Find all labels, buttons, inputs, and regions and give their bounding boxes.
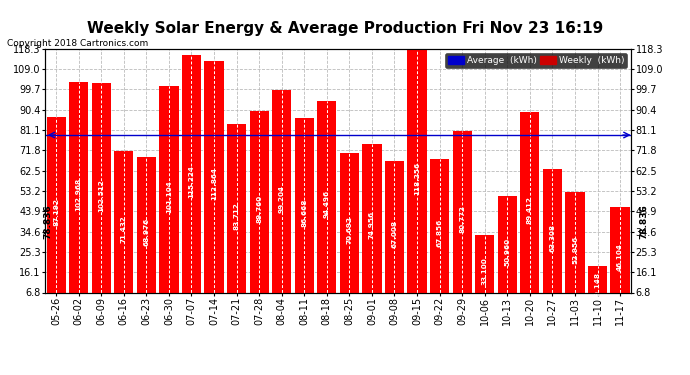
- Text: 102.512: 102.512: [98, 179, 104, 212]
- Text: 63.308: 63.308: [549, 224, 555, 252]
- Bar: [497, 196, 517, 308]
- Text: 67.008: 67.008: [391, 220, 397, 248]
- Text: 99.204: 99.204: [279, 185, 285, 213]
- Text: Copyright 2018 Cartronics.com: Copyright 2018 Cartronics.com: [7, 39, 148, 48]
- Text: Weekly Solar Energy & Average Production Fri Nov 23 16:19: Weekly Solar Energy & Average Production…: [87, 21, 603, 36]
- Bar: [453, 131, 472, 308]
- Text: 52.956: 52.956: [572, 236, 578, 264]
- Bar: [475, 235, 494, 308]
- Text: 46.104: 46.104: [617, 243, 623, 271]
- Text: 74.956: 74.956: [369, 211, 375, 240]
- Bar: [115, 151, 133, 308]
- Text: 87.192: 87.192: [53, 198, 59, 226]
- Bar: [227, 124, 246, 308]
- Bar: [385, 161, 404, 308]
- Text: 112.864: 112.864: [211, 168, 217, 201]
- Bar: [339, 153, 359, 308]
- Bar: [204, 61, 224, 308]
- Bar: [92, 83, 111, 308]
- Bar: [430, 159, 449, 308]
- Bar: [317, 101, 337, 308]
- Text: 118.256: 118.256: [414, 162, 420, 195]
- Bar: [182, 56, 201, 308]
- Text: 89.760: 89.760: [256, 195, 262, 223]
- Bar: [362, 144, 382, 308]
- Text: 70.692: 70.692: [346, 216, 353, 244]
- Text: 102.968: 102.968: [76, 178, 81, 212]
- Text: 68.976: 68.976: [144, 218, 149, 246]
- Text: 115.224: 115.224: [188, 165, 195, 198]
- Bar: [295, 118, 314, 308]
- Bar: [137, 157, 156, 308]
- Text: 89.412: 89.412: [527, 196, 533, 223]
- Text: 78.836: 78.836: [639, 204, 649, 238]
- Bar: [408, 49, 426, 308]
- Text: 80.772: 80.772: [459, 205, 465, 233]
- Bar: [543, 169, 562, 308]
- Text: 67.856: 67.856: [437, 219, 442, 248]
- Text: 78.836: 78.836: [43, 204, 52, 238]
- Bar: [588, 266, 607, 308]
- Bar: [520, 112, 540, 308]
- Text: 19.148: 19.148: [595, 272, 600, 300]
- Text: 50.960: 50.960: [504, 238, 511, 266]
- Bar: [46, 117, 66, 308]
- Bar: [565, 192, 584, 308]
- Bar: [69, 82, 88, 308]
- Bar: [159, 86, 179, 308]
- Text: 33.100: 33.100: [482, 257, 488, 285]
- Text: 83.712: 83.712: [234, 202, 239, 230]
- Text: 101.104: 101.104: [166, 180, 172, 213]
- Text: 86.668: 86.668: [302, 198, 307, 227]
- Legend: Average  (kWh), Weekly  (kWh): Average (kWh), Weekly (kWh): [446, 53, 627, 68]
- Bar: [250, 111, 268, 308]
- Bar: [272, 90, 291, 308]
- Bar: [611, 207, 630, 308]
- Text: 94.496: 94.496: [324, 190, 330, 218]
- Text: 71.432: 71.432: [121, 215, 127, 243]
